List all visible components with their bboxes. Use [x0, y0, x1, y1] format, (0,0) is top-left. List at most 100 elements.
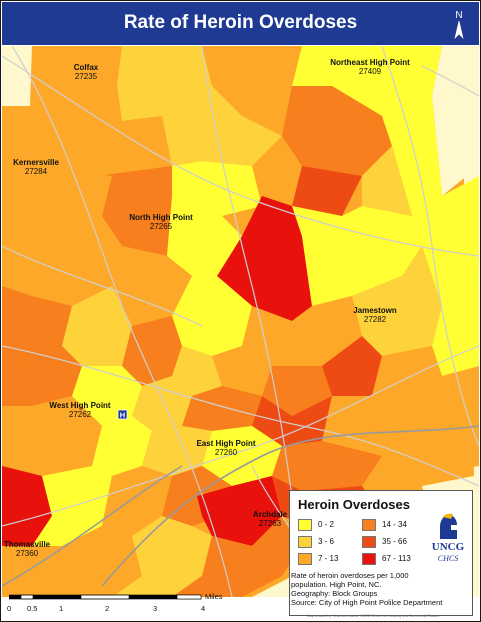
block-group [62, 286, 132, 366]
legend-item: 0 - 2 [298, 519, 334, 531]
uncg-logo: UNCG CHCS [428, 513, 468, 565]
highways [2, 425, 479, 587]
place-name: East High Point [196, 439, 255, 448]
place-zip: 27265 [150, 222, 173, 231]
place-zip: 27262 [69, 410, 92, 419]
block-group [252, 396, 332, 446]
place-zip: 27360 [16, 549, 39, 558]
block-group [172, 346, 222, 396]
place-labels: Colfax 27235 Northeast High Point 27409 … [4, 58, 410, 558]
place-zip: 27284 [25, 167, 48, 176]
place-name: Archdale [253, 510, 288, 519]
legend-label: 7 - 13 [318, 554, 339, 564]
place-name: Northeast High Point [330, 58, 410, 67]
block-group [412, 176, 479, 306]
svg-text:H: H [120, 411, 125, 420]
block-group [2, 466, 52, 546]
scale-tick: 0.5 [27, 604, 38, 613]
scale-tick: 3 [153, 604, 158, 613]
block-group [117, 46, 212, 121]
scale-tick: 0 [7, 604, 12, 613]
block-group [382, 96, 442, 216]
place-name: West High Point [49, 401, 111, 410]
legend-label: 0 - 2 [318, 520, 335, 530]
legend-title: Heroin Overdoses [298, 497, 410, 512]
note-line: Source: City of High Point Polilce Depar… [291, 598, 443, 607]
block-group [362, 146, 412, 216]
block-group [212, 346, 272, 396]
roads [2, 46, 479, 597]
block-group [432, 46, 479, 196]
map-title: Rate of Heroin Overdoses [123, 12, 358, 33]
legend-label: 35 - 66 [382, 537, 407, 547]
note-line: Geography: Block Groups [291, 589, 378, 598]
place-name: Kernersville [13, 158, 59, 167]
legend-swatch [298, 553, 312, 565]
block-group [372, 346, 442, 406]
place-name: Thomasville [4, 540, 51, 549]
block-group [2, 166, 112, 236]
scale-bar-graphic [9, 594, 202, 600]
block-group [352, 246, 442, 356]
block-group [142, 426, 212, 476]
spartan-helmet-icon [440, 513, 457, 539]
block-group [242, 296, 362, 366]
block-group [217, 196, 312, 321]
block-group [292, 166, 362, 216]
legend-swatch [298, 519, 312, 531]
legend-item: 14 - 34 [362, 519, 407, 531]
block-group [2, 346, 82, 406]
block-group [2, 396, 102, 476]
hospital-icon: H [117, 409, 128, 420]
place-zip: 27260 [215, 448, 238, 457]
block-group [132, 376, 192, 431]
block-group [292, 46, 442, 116]
block-group [2, 286, 72, 366]
place-zip: 27235 [75, 72, 98, 81]
logo-name: UNCG [431, 541, 465, 553]
legend-panel: Heroin Overdoses 0 - 2 3 - 6 7 - 13 14 -… [289, 490, 473, 616]
logo-subtitle: CHCS [437, 554, 459, 563]
legend-item: 3 - 6 [298, 536, 334, 548]
north-label: N [455, 10, 462, 21]
block-group [322, 366, 479, 476]
block-group [42, 116, 172, 176]
block-group [202, 426, 282, 486]
legend-label: 14 - 34 [382, 520, 407, 530]
block-group [197, 476, 282, 546]
block-group [272, 441, 382, 491]
legend-label: 3 - 6 [318, 537, 335, 547]
place-zip: 27282 [364, 315, 387, 324]
block-group [122, 316, 182, 386]
block-group [322, 336, 382, 396]
legend-item: 67 - 113 [362, 553, 411, 565]
block-group [97, 166, 172, 256]
scale-tick: 4 [201, 604, 206, 613]
place-name: Jamestown [353, 306, 397, 315]
map-credit: Map created by: Unknown author, UNCG Cen… [307, 614, 440, 618]
place-name: North High Point [129, 213, 193, 222]
block-group [92, 416, 152, 476]
note-line: Rate of heroin overdoses per 1,000 [291, 571, 409, 580]
place-zip: 27409 [359, 67, 382, 76]
block-group [162, 86, 282, 166]
title-bar: Rate of Heroin Overdoses [2, 2, 479, 45]
place-name: Colfax [74, 63, 99, 72]
legend-swatch [362, 536, 376, 548]
legend-item: 35 - 66 [362, 536, 407, 548]
legend-swatch [362, 553, 376, 565]
legend-item: 7 - 13 [298, 553, 338, 565]
map-notes: Rate of heroin overdoses per 1,000 popul… [291, 571, 473, 607]
scale-tick: 1 [59, 604, 64, 613]
note-line: population. High Point, NC. [291, 580, 382, 589]
block-group [172, 516, 302, 597]
block-group [172, 276, 252, 356]
legend-label: 67 - 113 [382, 554, 411, 564]
legend-swatch [362, 519, 376, 531]
block-group [167, 196, 242, 276]
map-area: Colfax 27235 Northeast High Point 27409 … [2, 46, 479, 597]
scale-unit: Miles [205, 592, 223, 601]
block-group [112, 516, 212, 597]
scale-bar: Miles 0 0.5 1 2 3 4 [5, 590, 235, 618]
